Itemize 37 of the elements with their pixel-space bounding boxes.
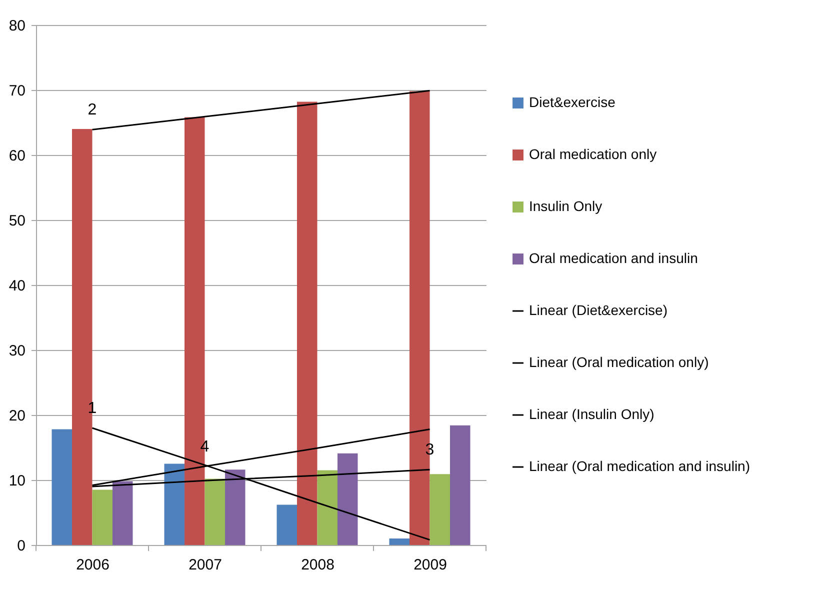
bar [338, 453, 358, 545]
y-tick-label: 10 [8, 472, 26, 490]
x-tick-label: 2008 [301, 556, 334, 574]
legend-label: Diet&exercise [529, 94, 616, 110]
bar [112, 481, 133, 545]
bar [204, 478, 225, 545]
y-tick-label: 0 [17, 538, 26, 554]
bar [276, 504, 297, 545]
y-tick-label: 80 [8, 18, 26, 34]
annotation: 4 [200, 438, 210, 456]
legend-label: Insulin Only [529, 198, 602, 214]
bar [92, 490, 112, 545]
y-tick-label: 50 [8, 212, 26, 230]
annotation: 2 [88, 102, 97, 119]
bar [317, 470, 338, 545]
legend-label: Linear (Insulin Only) [529, 406, 654, 422]
legend-label: Linear (Diet&exercise) [529, 302, 668, 318]
bar [164, 464, 184, 545]
y-tick-label: 40 [8, 278, 26, 294]
bar [430, 474, 450, 545]
legend-label: Linear (Oral medication and insulin) [529, 458, 750, 474]
bar [297, 102, 318, 545]
bar [389, 538, 410, 545]
x-tick-label: 2009 [414, 556, 447, 574]
annotation: 3 [425, 442, 434, 459]
legend-label: Oral medication only [529, 146, 657, 162]
bar [450, 425, 470, 545]
x-tick-label: 2006 [76, 556, 110, 574]
x-tick-label: 2007 [188, 556, 222, 574]
y-tick-label: 30 [8, 342, 26, 360]
bar [225, 470, 246, 545]
legend-label: Oral medication and insulin [529, 250, 698, 266]
y-tick-label: 20 [8, 408, 26, 424]
bar [52, 429, 72, 545]
y-tick-label: 70 [8, 82, 26, 100]
legend-label: Linear (Oral medication only) [529, 354, 709, 370]
y-tick-label: 60 [8, 148, 26, 164]
